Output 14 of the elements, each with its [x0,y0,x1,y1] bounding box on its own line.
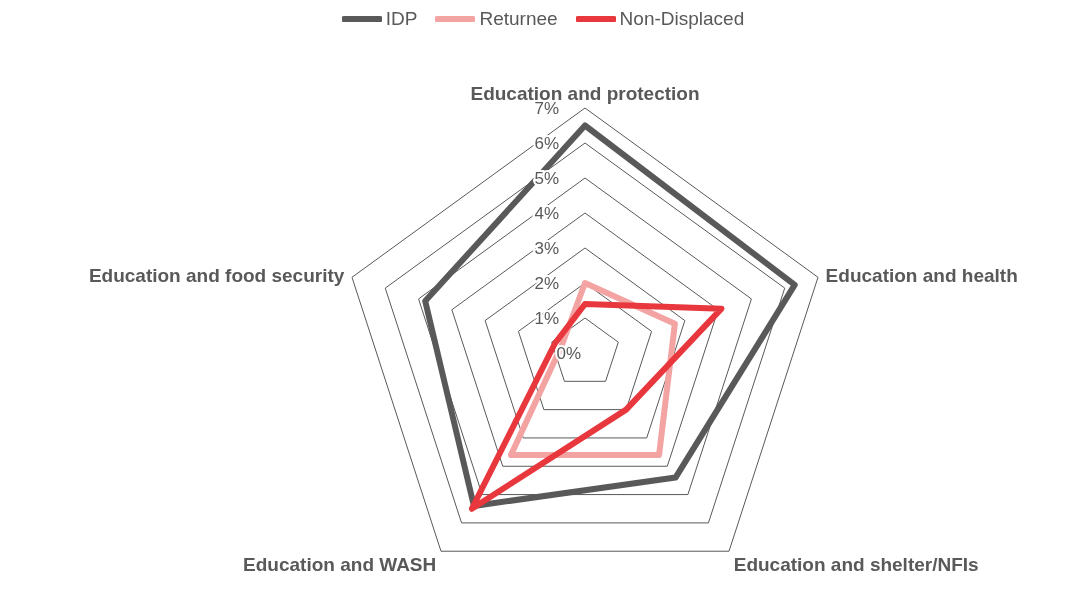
spoke-label: Education and WASH [243,554,437,576]
spoke-label: Education and shelter/NFIs [733,554,979,576]
y-tick-label: 1% [534,309,559,328]
y-tick-label: 3% [534,239,559,258]
legend-label: IDP [384,8,418,30]
y-tick-label: 2% [534,274,559,293]
y-tick-label: 0% [556,344,581,363]
y-tick-label: 4% [534,204,559,223]
legend-label: Non-Displaced [618,8,745,30]
y-tick-label: 7% [534,99,559,118]
y-tick-label: 6% [534,134,559,153]
legend-label: Returnee [478,8,558,30]
spoke-label: Education and health [825,264,1018,286]
spoke-label: Education and food security [88,264,345,286]
